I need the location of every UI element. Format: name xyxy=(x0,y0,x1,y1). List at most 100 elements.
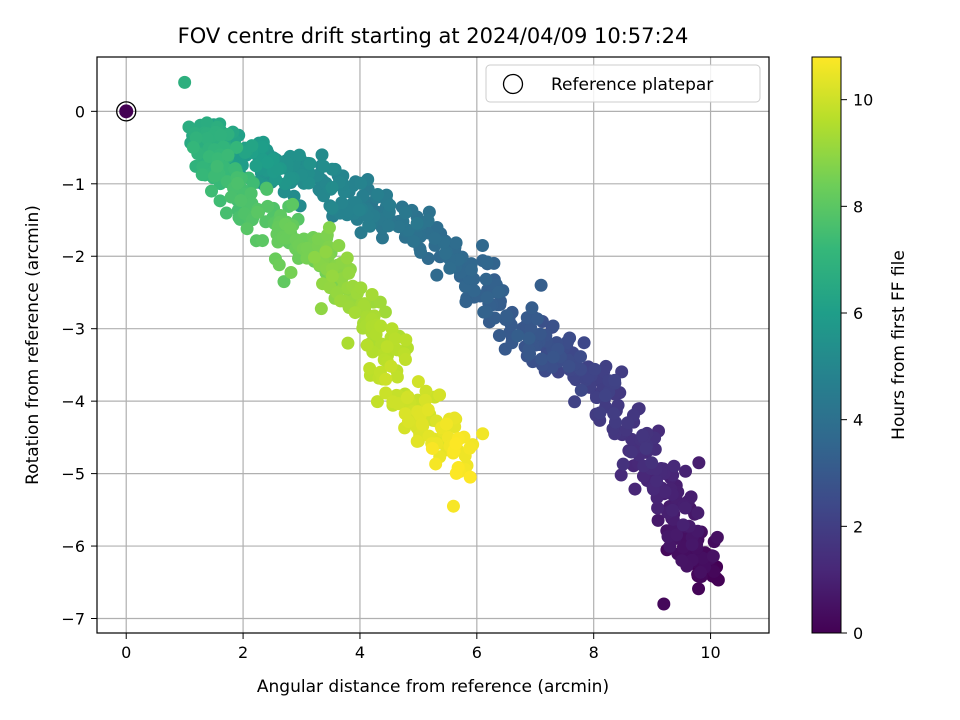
data-point xyxy=(314,302,328,316)
data-point xyxy=(400,391,414,405)
data-point xyxy=(200,116,214,130)
data-point xyxy=(178,75,192,89)
data-point xyxy=(325,269,339,283)
y-axis-ticks: 0 −1 −2 −3 −4 −5 −6 −7 xyxy=(61,102,97,629)
data-point xyxy=(319,245,333,259)
colorbar-tick-label: 4 xyxy=(853,411,863,430)
x-tick-label: 2 xyxy=(238,643,248,662)
data-point xyxy=(492,329,506,343)
data-point xyxy=(249,159,263,173)
data-point xyxy=(692,582,706,596)
data-point xyxy=(410,216,424,230)
data-point xyxy=(678,501,692,515)
data-point xyxy=(667,459,681,473)
data-point xyxy=(261,155,275,169)
y-tick-label: 0 xyxy=(75,102,85,121)
reference-marker xyxy=(116,101,137,122)
x-tick-label: 6 xyxy=(472,643,482,662)
data-point xyxy=(676,518,690,532)
data-point xyxy=(292,148,306,162)
data-point xyxy=(399,333,413,347)
x-tick-label: 4 xyxy=(355,643,365,662)
data-point xyxy=(443,261,457,275)
y-tick-label: −5 xyxy=(61,465,85,484)
data-point xyxy=(693,565,707,579)
y-tick-label: −4 xyxy=(61,392,85,411)
data-point xyxy=(260,182,274,196)
y-tick-label: −1 xyxy=(61,175,85,194)
data-point xyxy=(522,331,536,345)
data-point xyxy=(476,427,490,441)
data-point xyxy=(280,231,294,245)
data-point xyxy=(398,353,412,367)
legend-box xyxy=(485,64,761,103)
data-point xyxy=(433,388,447,402)
data-point xyxy=(261,199,275,213)
data-point xyxy=(213,194,227,208)
data-point xyxy=(651,501,665,515)
data-point xyxy=(270,162,284,176)
data-point xyxy=(446,499,460,513)
data-point xyxy=(679,464,693,478)
data-point xyxy=(691,506,705,520)
data-point xyxy=(628,482,642,496)
data-point xyxy=(560,336,574,350)
data-point xyxy=(245,139,259,153)
data-point xyxy=(449,466,463,480)
data-point xyxy=(385,322,399,336)
data-point xyxy=(577,336,591,350)
data-point xyxy=(607,407,621,421)
data-point xyxy=(221,148,235,162)
data-point xyxy=(251,205,265,219)
y-axis-label: Rotation from reference (arcmin) xyxy=(23,205,43,485)
data-point xyxy=(308,250,322,264)
data-point xyxy=(383,198,397,212)
data-point xyxy=(373,295,387,309)
data-point xyxy=(696,551,710,565)
y-tick-label: −3 xyxy=(61,320,85,339)
data-point xyxy=(277,275,291,289)
data-point xyxy=(438,246,452,260)
data-point xyxy=(379,372,393,386)
data-point xyxy=(525,301,539,315)
data-point xyxy=(463,441,477,455)
scatter-points xyxy=(178,75,725,611)
data-point xyxy=(463,470,477,484)
data-point xyxy=(219,206,233,220)
data-point xyxy=(449,437,463,451)
data-point xyxy=(381,219,395,233)
data-point xyxy=(365,287,379,301)
data-point xyxy=(200,131,214,145)
y-tick-label: −7 xyxy=(61,610,85,629)
data-point xyxy=(374,319,388,333)
data-point xyxy=(524,321,538,335)
data-point xyxy=(684,490,698,504)
data-point xyxy=(624,445,638,459)
data-point xyxy=(685,538,699,552)
data-point xyxy=(398,206,412,220)
legend: Reference platepar xyxy=(485,64,761,103)
data-point xyxy=(415,417,429,431)
data-point xyxy=(449,236,463,250)
data-point xyxy=(406,234,420,248)
data-point xyxy=(520,311,534,325)
data-point xyxy=(608,373,622,387)
chart-title: FOV centre drift starting at 2024/04/09 … xyxy=(178,24,689,48)
reference-platepar-ring xyxy=(116,101,137,122)
data-point xyxy=(234,194,248,208)
data-point xyxy=(340,251,354,265)
data-point xyxy=(207,169,221,183)
data-point xyxy=(360,338,374,352)
data-point xyxy=(692,456,706,470)
data-point xyxy=(354,176,368,190)
data-point xyxy=(546,319,560,333)
data-point xyxy=(598,389,612,403)
data-point xyxy=(322,221,336,235)
data-point xyxy=(464,263,478,277)
legend-label: Reference platepar xyxy=(551,75,713,95)
data-point xyxy=(546,350,560,364)
data-point xyxy=(639,442,653,456)
data-point xyxy=(663,539,677,553)
